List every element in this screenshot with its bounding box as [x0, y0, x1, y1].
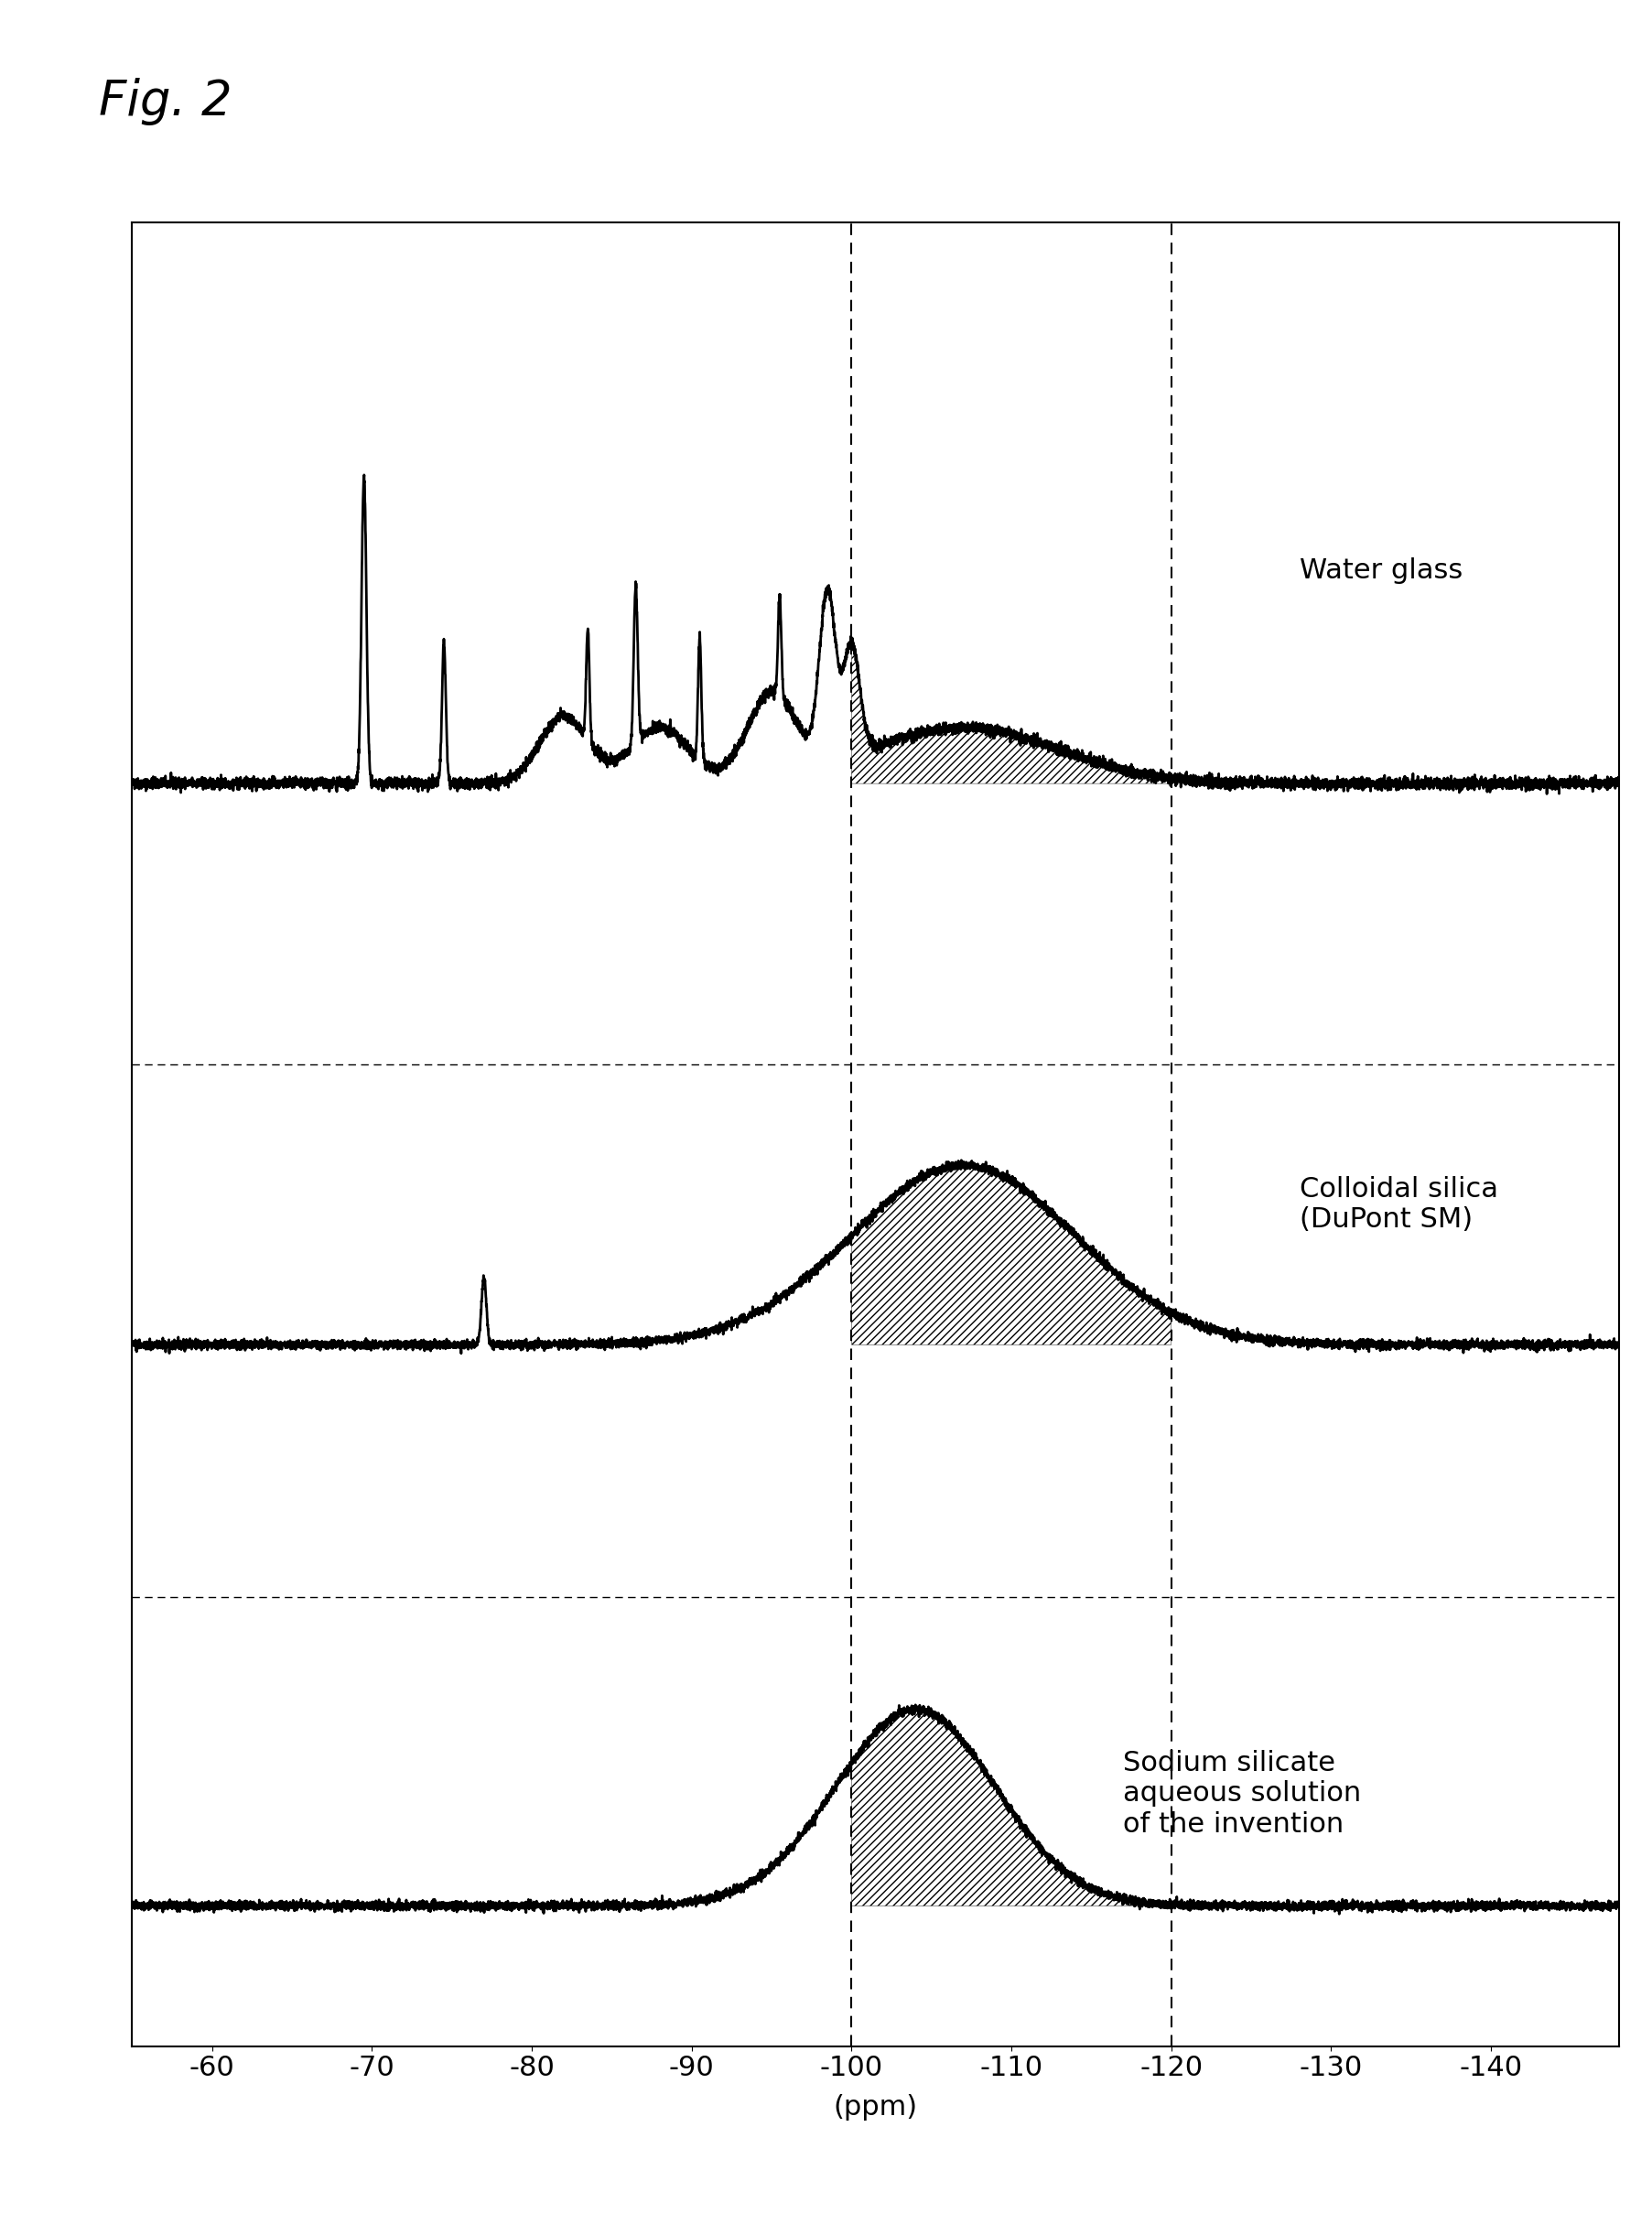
Polygon shape	[852, 638, 1171, 785]
Text: Fig. 2: Fig. 2	[99, 78, 233, 125]
Polygon shape	[852, 1161, 1171, 1346]
Text: Colloidal silica
(DuPont SM): Colloidal silica (DuPont SM)	[1298, 1176, 1498, 1232]
Text: Water glass: Water glass	[1298, 556, 1462, 583]
X-axis label: (ppm): (ppm)	[833, 2095, 919, 2122]
Text: Sodium silicate
aqueous solution
of the invention: Sodium silicate aqueous solution of the …	[1123, 1750, 1361, 1837]
Polygon shape	[852, 1706, 1171, 1908]
